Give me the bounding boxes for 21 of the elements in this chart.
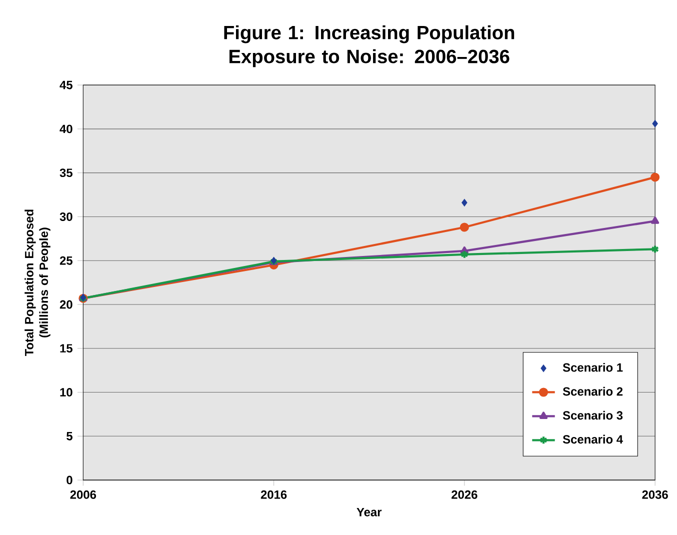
y-tick-label: 40	[60, 124, 72, 134]
x-tick-label: 2036	[642, 490, 668, 499]
y-tick-label: 0	[66, 476, 72, 484]
y-tick-label: 15	[60, 344, 72, 353]
x-tick-label: 2026	[452, 490, 478, 499]
y-axis-title: Total Population Exposed (Millions of People)	[24, 210, 50, 356]
y-tick-label: 45	[60, 80, 72, 90]
y-tick-label: 30	[60, 212, 72, 222]
x-tick-label: 2006	[70, 490, 96, 499]
legend-label: Scenario 2	[562, 386, 623, 396]
y-tick-label: 5	[66, 432, 72, 440]
legend-label: Scenario 3	[562, 410, 623, 420]
y-tick-label: 20	[60, 300, 72, 309]
chart-title: Figure 1: Increasing Population Exposure to Noise: 2006–2036	[224, 25, 514, 68]
x-tick-label: 2016	[260, 490, 287, 499]
y-tick-label: 25	[60, 256, 72, 265]
x-axis-title: Year	[356, 508, 382, 516]
y-tick-label: 10	[60, 388, 72, 397]
y-tick-label: 35	[60, 168, 72, 178]
legend-label: Scenario 4	[562, 434, 623, 444]
legend-label: Scenario 1	[562, 363, 623, 372]
